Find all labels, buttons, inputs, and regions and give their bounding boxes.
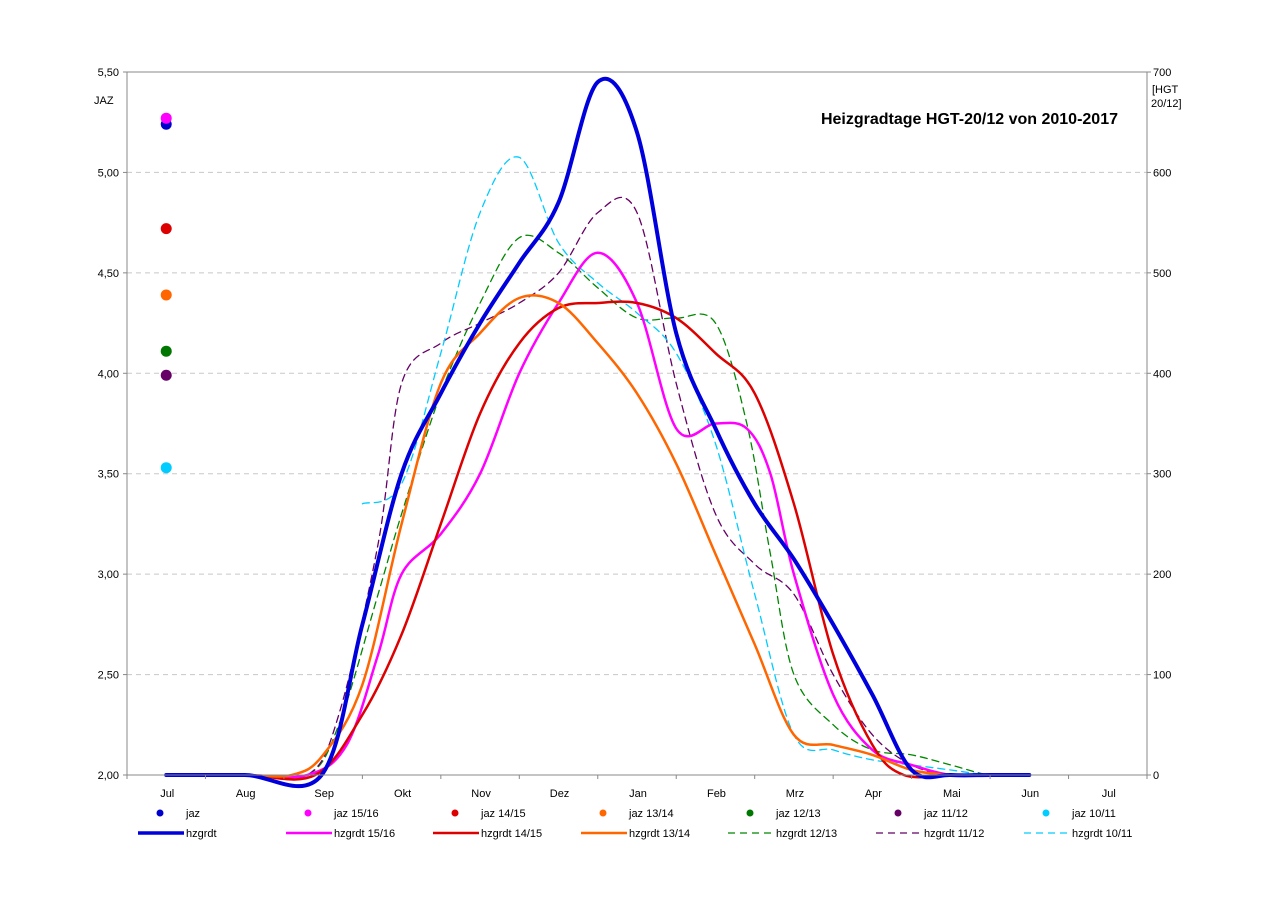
x-tick-label: Jul — [160, 788, 174, 800]
y-left-tick-label: 3,00 — [98, 569, 119, 581]
x-tick-label: Aug — [236, 788, 256, 800]
y-left-axis-label: JAZ — [94, 95, 114, 107]
legend-marker — [451, 809, 459, 817]
gridlines — [127, 171, 1147, 676]
legend-label: hzgrdt 10/11 — [1072, 828, 1132, 840]
y-left-tick-label: 5,50 — [98, 67, 119, 79]
y-right-tick-label: 300 — [1153, 469, 1171, 481]
x-tick-label: Sep — [314, 788, 334, 800]
legend-label: hzgrdt — [186, 828, 217, 840]
y-right-tick-label: 200 — [1153, 569, 1171, 581]
x-tick-label: Jun — [1021, 788, 1039, 800]
plot-area-frame — [126, 71, 1148, 776]
legend: jaz jaz 15/16 jaz 14/15 jaz 13/14 jaz 12/13 j… — [138, 808, 1132, 840]
y-right-tick-label: 500 — [1153, 268, 1171, 280]
point-jaz-14-15 — [160, 223, 172, 235]
y-left-tick-label: 2,00 — [98, 770, 119, 782]
legend-label: jaz 14/15 — [480, 808, 526, 820]
legend-marker — [746, 809, 754, 817]
x-tick-label: Feb — [707, 788, 726, 800]
y-left-tick-label: 4,00 — [98, 368, 119, 380]
y-right-tick-label: 600 — [1153, 167, 1171, 179]
x-tick-label: Mai — [943, 788, 961, 800]
y-left-tick-label: 4,50 — [98, 268, 119, 280]
legend-marker — [1042, 809, 1050, 817]
x-tick-label: Jan — [629, 788, 647, 800]
legend-label: hzgrdt 15/16 — [334, 828, 395, 840]
x-tick-label: Dez — [550, 788, 570, 800]
y-right-tick-label: 700 — [1153, 67, 1171, 79]
y-right-tick-label: 0 — [1153, 770, 1159, 782]
legend-label: hzgrdt 11/12 — [924, 828, 984, 840]
legend-label: jaz 10/11 — [1071, 808, 1116, 820]
legend-marker — [304, 809, 312, 817]
x-tick-label: Okt — [394, 788, 411, 800]
y-left-tick-label: 2,50 — [98, 670, 119, 682]
legend-marker — [156, 809, 164, 817]
x-tick-label: Apr — [865, 788, 882, 800]
axes: 2,00 2,50 3,00 3,50 4,00 4,50 5,00 5,50 0 100 200 3… — [98, 67, 1172, 800]
jaz-points — [160, 112, 172, 474]
x-tick-label: Jul — [1102, 788, 1116, 800]
point-jaz-15-16 — [160, 112, 172, 124]
legend-label: hzgrdt 13/14 — [629, 828, 690, 840]
x-tick-label: Nov — [471, 788, 491, 800]
series-lines — [164, 76, 1032, 789]
legend-label: jaz 15/16 — [333, 808, 379, 820]
legend-label: hzgrdt 14/15 — [481, 828, 542, 840]
series-line-hzgrdt — [164, 76, 1032, 789]
legend-label: hzgrdt 12/13 — [776, 828, 837, 840]
y-left-tick-label: 3,50 — [98, 469, 119, 481]
point-jaz-11-12 — [160, 369, 172, 381]
y-right-tick-label: 100 — [1153, 670, 1171, 682]
point-jaz-10-11 — [160, 462, 172, 474]
legend-marker — [894, 809, 902, 817]
legend-marker — [599, 809, 607, 817]
series-line-hzgrdt-13-14 — [164, 294, 1031, 778]
x-tick-label: Mrz — [786, 788, 804, 800]
legend-label: jaz — [185, 808, 200, 820]
point-jaz-13-14 — [160, 289, 172, 301]
point-jaz-12-13 — [160, 345, 172, 357]
legend-label: jaz 12/13 — [775, 808, 821, 820]
series-line-hzgrdt-12-13 — [165, 234, 1030, 780]
chart-title: Heizgradtage HGT-20/12 von 2010-2017 — [821, 111, 1118, 128]
legend-label: jaz 13/14 — [628, 808, 674, 820]
y-right-axis-label-line1: [HGT — [1152, 84, 1179, 96]
legend-label: jaz 11/12 — [923, 808, 968, 820]
y-right-axis-label-line2: 20/12] — [1151, 98, 1182, 110]
y-right-tick-label: 400 — [1153, 368, 1171, 380]
y-left-tick-label: 5,00 — [98, 167, 119, 179]
